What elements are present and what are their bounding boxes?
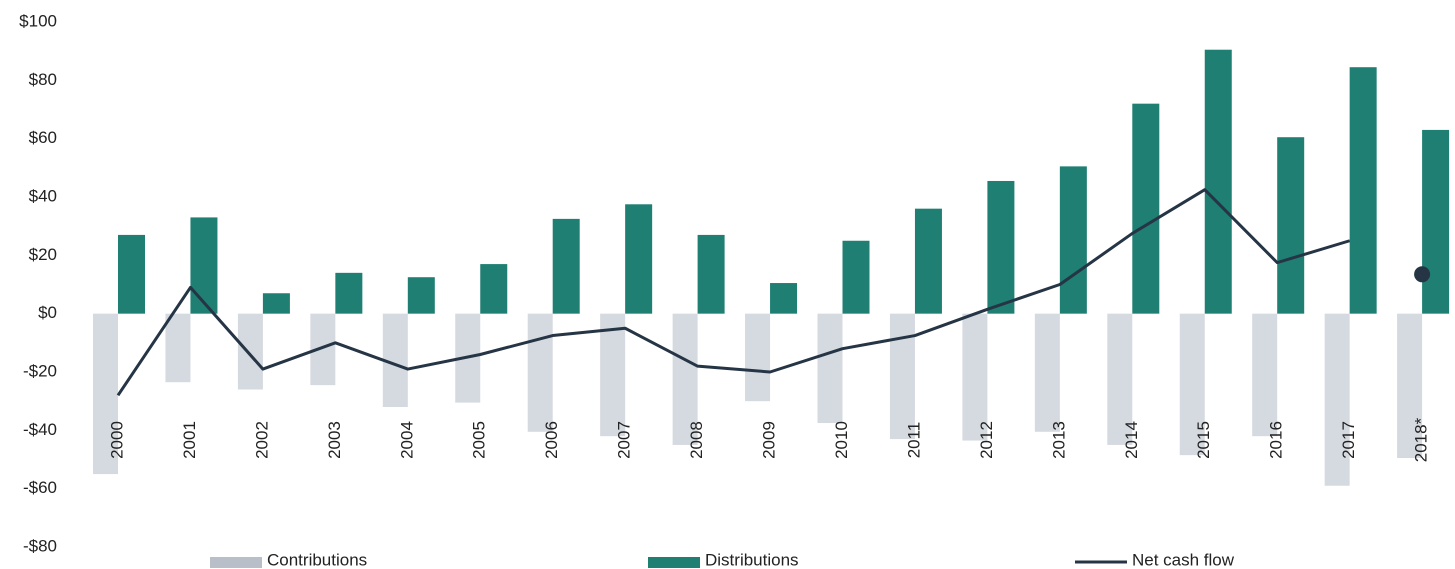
bar — [1349, 67, 1377, 314]
line — [116, 188, 1351, 397]
bar — [1252, 313, 1278, 437]
bar — [1034, 313, 1060, 432]
bar — [842, 240, 870, 314]
x-tick-label: 2001 — [180, 421, 199, 459]
bar — [237, 313, 263, 390]
legend-label: Net cash flow — [1132, 550, 1235, 569]
bar — [407, 277, 435, 314]
x-tick-label: 2011 — [904, 422, 923, 459]
x-tick-label: 2004 — [397, 421, 416, 459]
bar — [1107, 313, 1133, 445]
bar — [745, 313, 771, 402]
legend-swatch — [210, 557, 262, 568]
bar — [1422, 129, 1450, 314]
x-tick-label: 2013 — [1049, 421, 1068, 459]
y-tick-label: -$80 — [23, 536, 57, 555]
bar — [889, 313, 915, 440]
x-tick-label: 2005 — [470, 421, 489, 459]
bar — [1397, 313, 1423, 459]
bar — [1277, 137, 1305, 314]
y-tick-label: $0 — [38, 303, 57, 322]
x-tick-label: 2000 — [107, 421, 126, 459]
y-tick-label: -$40 — [23, 420, 57, 439]
x-tick-label: 2006 — [542, 421, 561, 459]
y-tick-label: $80 — [29, 70, 57, 89]
bar — [262, 293, 290, 314]
y-tick-label: $100 — [19, 11, 57, 30]
x-tick-label: 2012 — [977, 421, 996, 459]
x-tick-label: 2008 — [687, 421, 706, 459]
x-tick-label: 2018* — [1412, 417, 1431, 462]
bar — [552, 218, 580, 314]
bar — [962, 313, 988, 441]
x-tick-label: 2003 — [325, 421, 344, 459]
bar — [165, 313, 191, 383]
x-tick-label: 2002 — [252, 421, 271, 459]
bar — [914, 208, 942, 314]
y-tick-label: -$20 — [23, 361, 57, 380]
bar — [335, 272, 363, 314]
bar — [1324, 313, 1350, 486]
bar — [118, 234, 145, 314]
x-tick-label: 2016 — [1267, 421, 1286, 459]
x-tick-label: 2014 — [1122, 421, 1141, 459]
x-tick-label: 2009 — [760, 421, 779, 459]
bar — [190, 217, 218, 314]
x-tick-label: 2010 — [832, 421, 851, 459]
bar — [625, 204, 653, 314]
bar — [697, 234, 725, 314]
legend-label: Distributions — [705, 550, 799, 569]
y-tick-label: $20 — [29, 245, 57, 264]
bar — [93, 313, 118, 475]
bar — [1204, 49, 1232, 314]
bar — [1179, 313, 1205, 456]
x-tick-label: 2007 — [615, 421, 634, 459]
y-tick-label: $60 — [29, 128, 57, 147]
bar — [672, 313, 698, 445]
bar — [1059, 166, 1087, 314]
bar — [770, 283, 798, 314]
bar — [527, 313, 553, 432]
legend-swatch — [648, 557, 700, 568]
bar — [987, 180, 1015, 314]
y-tick-label: $40 — [29, 186, 57, 205]
bar — [600, 313, 626, 437]
legend-label: Contributions — [267, 550, 367, 569]
x-tick-label: 2017 — [1339, 421, 1358, 459]
point — [1414, 266, 1431, 283]
bar — [817, 313, 843, 424]
bar — [480, 264, 508, 314]
y-tick-label: -$60 — [23, 478, 57, 497]
bar — [1132, 103, 1160, 314]
x-tick-label: 2015 — [1194, 421, 1213, 459]
